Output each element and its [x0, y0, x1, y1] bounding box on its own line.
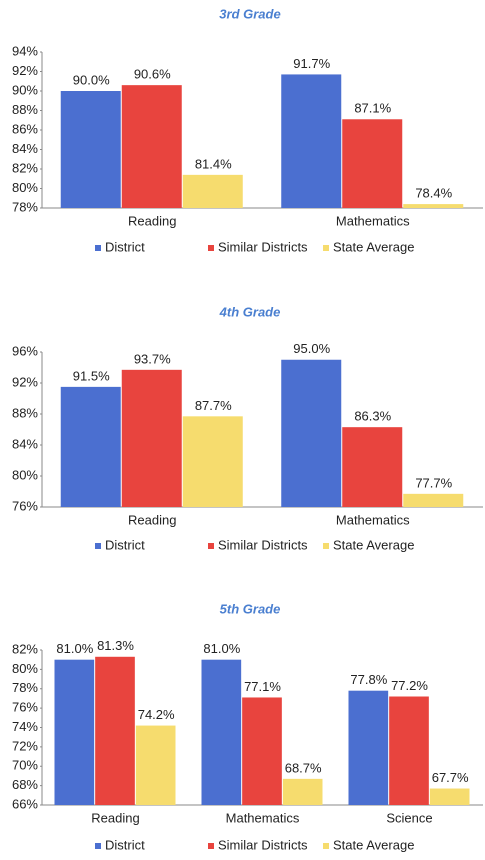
- bar: [135, 725, 176, 805]
- legend-marker: [323, 543, 329, 549]
- y-tick-label: 78%: [12, 199, 38, 214]
- y-tick-label: 78%: [12, 680, 38, 695]
- legend-marker: [208, 843, 214, 849]
- value-label: 93.7%: [134, 351, 171, 366]
- legend-label: Similar Districts: [218, 537, 308, 552]
- value-label: 74.2%: [138, 707, 175, 722]
- y-tick-label: 84%: [12, 141, 38, 156]
- bar: [242, 697, 282, 805]
- value-label: 81.0%: [56, 641, 93, 656]
- bar: [403, 204, 464, 208]
- y-tick-label: 84%: [12, 436, 38, 451]
- legend-marker: [323, 843, 329, 849]
- x-tick-label: Reading: [128, 512, 176, 527]
- y-tick-label: 82%: [12, 160, 38, 175]
- value-label: 77.2%: [391, 678, 428, 693]
- y-tick-label: 96%: [12, 343, 38, 358]
- bar: [429, 788, 470, 805]
- bar: [60, 91, 121, 208]
- y-tick-label: 88%: [12, 405, 38, 420]
- y-tick-label: 76%: [12, 498, 38, 513]
- legend-marker: [95, 543, 101, 549]
- legend-marker: [95, 245, 101, 251]
- value-label: 86.3%: [354, 409, 391, 424]
- legend-marker: [208, 245, 214, 251]
- y-tick-label: 66%: [12, 796, 38, 811]
- legend-label: District: [105, 837, 145, 852]
- y-tick-label: 82%: [12, 641, 38, 656]
- x-tick-label: Reading: [128, 213, 176, 228]
- bar: [282, 778, 323, 805]
- value-label: 95.0%: [293, 341, 330, 356]
- y-tick-label: 80%: [12, 467, 38, 482]
- chart-title: 4th Grade: [219, 304, 281, 319]
- value-label: 91.7%: [293, 56, 330, 71]
- bar: [60, 386, 121, 507]
- value-label: 91.5%: [73, 368, 110, 383]
- y-tick-label: 86%: [12, 121, 38, 136]
- x-tick-label: Science: [386, 810, 432, 825]
- y-tick-label: 68%: [12, 777, 38, 792]
- legend-label: Similar Districts: [218, 837, 308, 852]
- value-label: 81.3%: [97, 638, 134, 653]
- bar: [182, 416, 243, 507]
- bar: [201, 659, 242, 805]
- legend-label: District: [105, 239, 145, 254]
- legend-marker: [323, 245, 329, 251]
- y-tick-label: 80%: [12, 180, 38, 195]
- y-tick-label: 76%: [12, 700, 38, 715]
- y-tick-label: 88%: [12, 102, 38, 117]
- y-tick-label: 74%: [12, 719, 38, 734]
- bar: [342, 427, 403, 507]
- x-tick-label: Mathematics: [336, 512, 410, 527]
- bar: [121, 85, 182, 208]
- value-label: 77.8%: [350, 672, 387, 687]
- value-label: 67.7%: [432, 770, 469, 785]
- legend-marker: [208, 543, 214, 549]
- value-label: 68.7%: [285, 760, 322, 775]
- bar: [182, 174, 243, 208]
- y-tick-label: 94%: [12, 43, 38, 58]
- x-tick-label: Mathematics: [336, 213, 410, 228]
- bar: [342, 119, 403, 208]
- value-label: 87.1%: [354, 101, 391, 116]
- bar: [389, 696, 429, 805]
- bar: [348, 690, 389, 805]
- x-tick-label: Reading: [91, 810, 139, 825]
- value-label: 77.1%: [244, 679, 281, 694]
- legend-label: State Average: [333, 837, 414, 852]
- x-tick-label: Mathematics: [226, 810, 300, 825]
- value-label: 81.4%: [195, 156, 232, 171]
- value-label: 77.7%: [415, 475, 452, 490]
- bar: [121, 369, 182, 507]
- bar: [54, 659, 95, 805]
- legend-label: State Average: [333, 537, 414, 552]
- value-label: 87.7%: [195, 398, 232, 413]
- legend-marker: [95, 843, 101, 849]
- legend-label: Similar Districts: [218, 239, 308, 254]
- value-label: 81.0%: [203, 641, 240, 656]
- bar: [403, 493, 464, 507]
- bar: [281, 359, 342, 507]
- value-label: 90.0%: [73, 72, 110, 87]
- legend-label: District: [105, 537, 145, 552]
- value-label: 78.4%: [415, 186, 452, 201]
- y-tick-label: 70%: [12, 758, 38, 773]
- y-tick-label: 72%: [12, 738, 38, 753]
- legend-label: State Average: [333, 239, 414, 254]
- value-label: 90.6%: [134, 67, 171, 82]
- bar: [281, 74, 342, 208]
- y-tick-label: 92%: [12, 63, 38, 78]
- bar: [95, 656, 135, 805]
- chart-title: 5th Grade: [220, 601, 281, 616]
- y-tick-label: 80%: [12, 661, 38, 676]
- y-tick-label: 90%: [12, 82, 38, 97]
- chart-title: 3rd Grade: [219, 6, 280, 21]
- y-tick-label: 92%: [12, 374, 38, 389]
